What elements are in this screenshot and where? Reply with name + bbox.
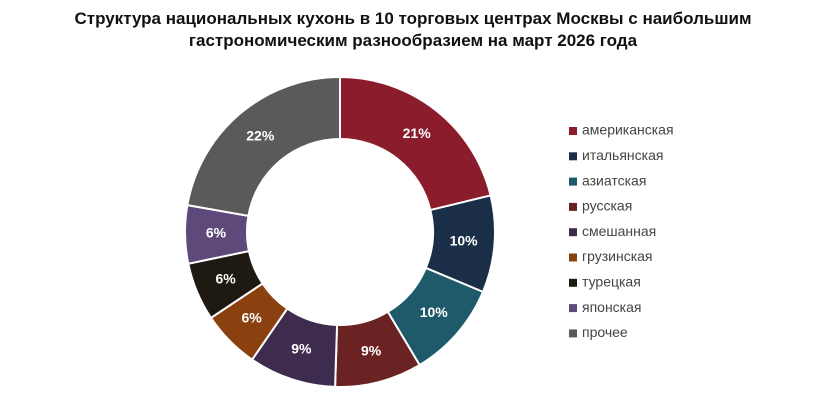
slice [186, 75, 341, 218]
data-label: 6% [206, 225, 227, 241]
data-label: 9% [291, 341, 312, 357]
legend-label: прочее [582, 324, 628, 340]
data-label: 21% [403, 125, 432, 141]
legend-swatch [569, 253, 577, 262]
slice [339, 75, 492, 212]
legend-label: грузинская [582, 248, 653, 264]
legend-swatch [569, 228, 577, 237]
legend-label: итальянская [582, 147, 663, 163]
legend-label: русская [582, 198, 632, 214]
legend-swatch [569, 177, 577, 186]
data-label: 22% [246, 128, 275, 144]
legend-swatch [569, 278, 577, 287]
legend-label: американская [582, 122, 674, 138]
chart-title: Структура национальных кухонь в 10 торго… [74, 9, 752, 50]
legend-swatch [569, 202, 577, 211]
data-label: 6% [216, 271, 237, 287]
legend-label: смешанная [582, 223, 656, 239]
legend-swatch [569, 329, 577, 338]
legend-label: азиатская [582, 172, 646, 188]
data-label: 9% [361, 343, 382, 359]
legend-swatch [569, 127, 577, 135]
legend-label: японская [582, 299, 641, 315]
legend-label: турецкая [582, 274, 641, 290]
data-label: 10% [450, 233, 479, 249]
data-label: 6% [242, 310, 263, 326]
data-label: 10% [420, 304, 449, 320]
legend-swatch [569, 152, 577, 161]
legend-swatch [569, 304, 577, 313]
